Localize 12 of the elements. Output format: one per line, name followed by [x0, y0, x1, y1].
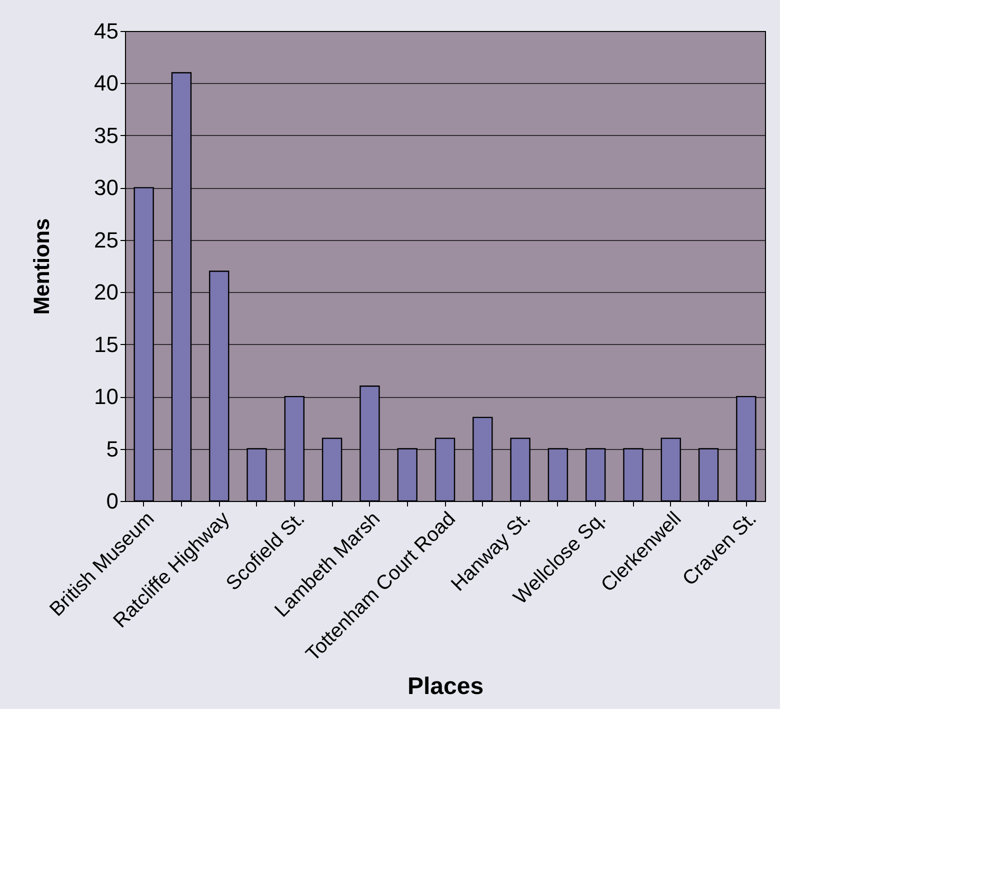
- y-tick-label: 20: [94, 280, 118, 305]
- y-tick-label: 10: [94, 384, 118, 410]
- y-tick-label: 15: [94, 332, 118, 357]
- y-tick-label: 5: [106, 436, 118, 462]
- x-axis-title: Places: [407, 672, 484, 700]
- y-axis-title: Mentions: [29, 218, 54, 315]
- y-tick-label: 40: [94, 70, 118, 96]
- y-tick-label: 0: [106, 488, 118, 514]
- y-tick-label: 35: [94, 122, 118, 148]
- y-tick-label: 25: [94, 227, 118, 252]
- y-tick-label: 30: [94, 175, 118, 200]
- y-tick-label: 45: [94, 18, 118, 44]
